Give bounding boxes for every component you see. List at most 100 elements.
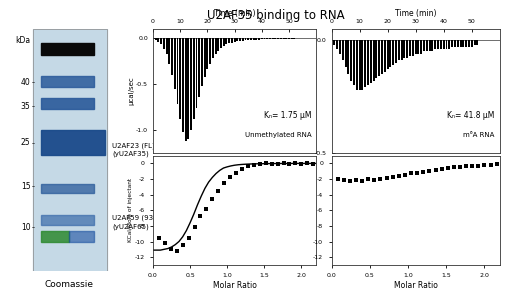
Point — [160, 241, 168, 245]
Bar — [439, 40, 441, 49]
Bar — [252, 38, 254, 40]
Bar — [470, 40, 472, 47]
Bar — [228, 38, 230, 43]
Bar — [239, 38, 241, 41]
Bar — [285, 38, 287, 39]
Text: 40: 40 — [21, 77, 31, 86]
Bar — [41, 98, 94, 109]
Point — [190, 225, 198, 230]
Bar — [425, 40, 427, 51]
Bar — [375, 40, 377, 78]
Bar — [184, 38, 186, 141]
Point — [431, 167, 439, 172]
Bar — [453, 40, 455, 47]
Point — [376, 177, 384, 181]
Bar — [442, 40, 444, 49]
Bar — [335, 40, 337, 49]
Point — [425, 169, 433, 173]
Bar — [338, 40, 340, 54]
Bar — [411, 40, 413, 56]
Bar — [419, 40, 421, 54]
Bar — [355, 40, 357, 90]
Bar — [157, 38, 159, 42]
Bar — [369, 40, 371, 83]
Point — [437, 166, 445, 171]
X-axis label: Time (min): Time (min) — [394, 9, 436, 18]
Bar — [361, 40, 362, 90]
Bar — [366, 40, 368, 85]
Text: 25: 25 — [21, 138, 31, 147]
Bar — [174, 38, 176, 89]
Bar — [344, 40, 346, 67]
Point — [357, 178, 365, 183]
Bar — [380, 40, 382, 74]
Point — [418, 170, 427, 174]
Bar — [341, 40, 343, 60]
Bar — [165, 38, 167, 54]
Point — [243, 164, 251, 169]
X-axis label: Time (min): Time (min) — [213, 9, 255, 18]
Bar — [350, 40, 351, 81]
Point — [273, 162, 281, 166]
Bar — [378, 40, 379, 76]
Bar — [447, 40, 449, 49]
Point — [333, 177, 341, 181]
Bar — [217, 38, 219, 51]
X-axis label: Molar Ratio: Molar Ratio — [212, 281, 256, 288]
Bar — [179, 38, 181, 119]
Bar — [473, 40, 474, 45]
Y-axis label: μcal/sec: μcal/sec — [128, 76, 134, 105]
Bar — [209, 38, 211, 64]
Bar — [434, 40, 435, 49]
Text: Coomassie: Coomassie — [44, 281, 93, 288]
Bar — [363, 40, 365, 87]
Bar — [263, 38, 265, 39]
Bar — [459, 40, 461, 47]
Point — [220, 181, 228, 185]
Text: 35: 35 — [21, 102, 31, 111]
Point — [400, 173, 408, 177]
Bar — [428, 40, 430, 51]
Point — [225, 175, 234, 180]
Bar — [391, 40, 393, 65]
Point — [339, 177, 347, 182]
Bar — [249, 38, 251, 40]
Point — [196, 214, 204, 219]
Text: 10: 10 — [21, 223, 31, 232]
Bar — [225, 38, 227, 44]
Bar — [389, 40, 390, 67]
Bar — [41, 76, 94, 87]
Bar — [431, 40, 433, 51]
Bar — [203, 38, 205, 77]
Point — [351, 177, 359, 182]
Bar — [445, 40, 446, 49]
Bar — [450, 40, 452, 47]
Bar — [160, 38, 162, 44]
Point — [178, 243, 186, 248]
Bar — [258, 38, 260, 40]
Bar — [195, 38, 197, 108]
Bar — [408, 40, 410, 56]
Bar — [436, 40, 438, 49]
Point — [238, 166, 246, 171]
Bar — [201, 38, 203, 86]
Y-axis label: KCal/Mole of injectant: KCal/Mole of injectant — [128, 178, 133, 242]
Point — [467, 163, 475, 168]
Bar — [274, 38, 276, 39]
Point — [443, 166, 451, 170]
Bar — [33, 29, 107, 271]
Bar — [467, 40, 469, 47]
Bar — [190, 38, 192, 130]
Bar — [198, 38, 200, 97]
Bar — [358, 40, 360, 90]
Bar — [41, 43, 94, 55]
Bar — [394, 40, 396, 62]
Bar — [231, 38, 233, 43]
Bar — [333, 40, 334, 45]
Text: 15: 15 — [21, 181, 31, 191]
Bar — [192, 38, 194, 119]
Point — [308, 162, 317, 166]
Point — [363, 177, 372, 181]
Point — [214, 188, 222, 193]
Point — [382, 176, 390, 181]
